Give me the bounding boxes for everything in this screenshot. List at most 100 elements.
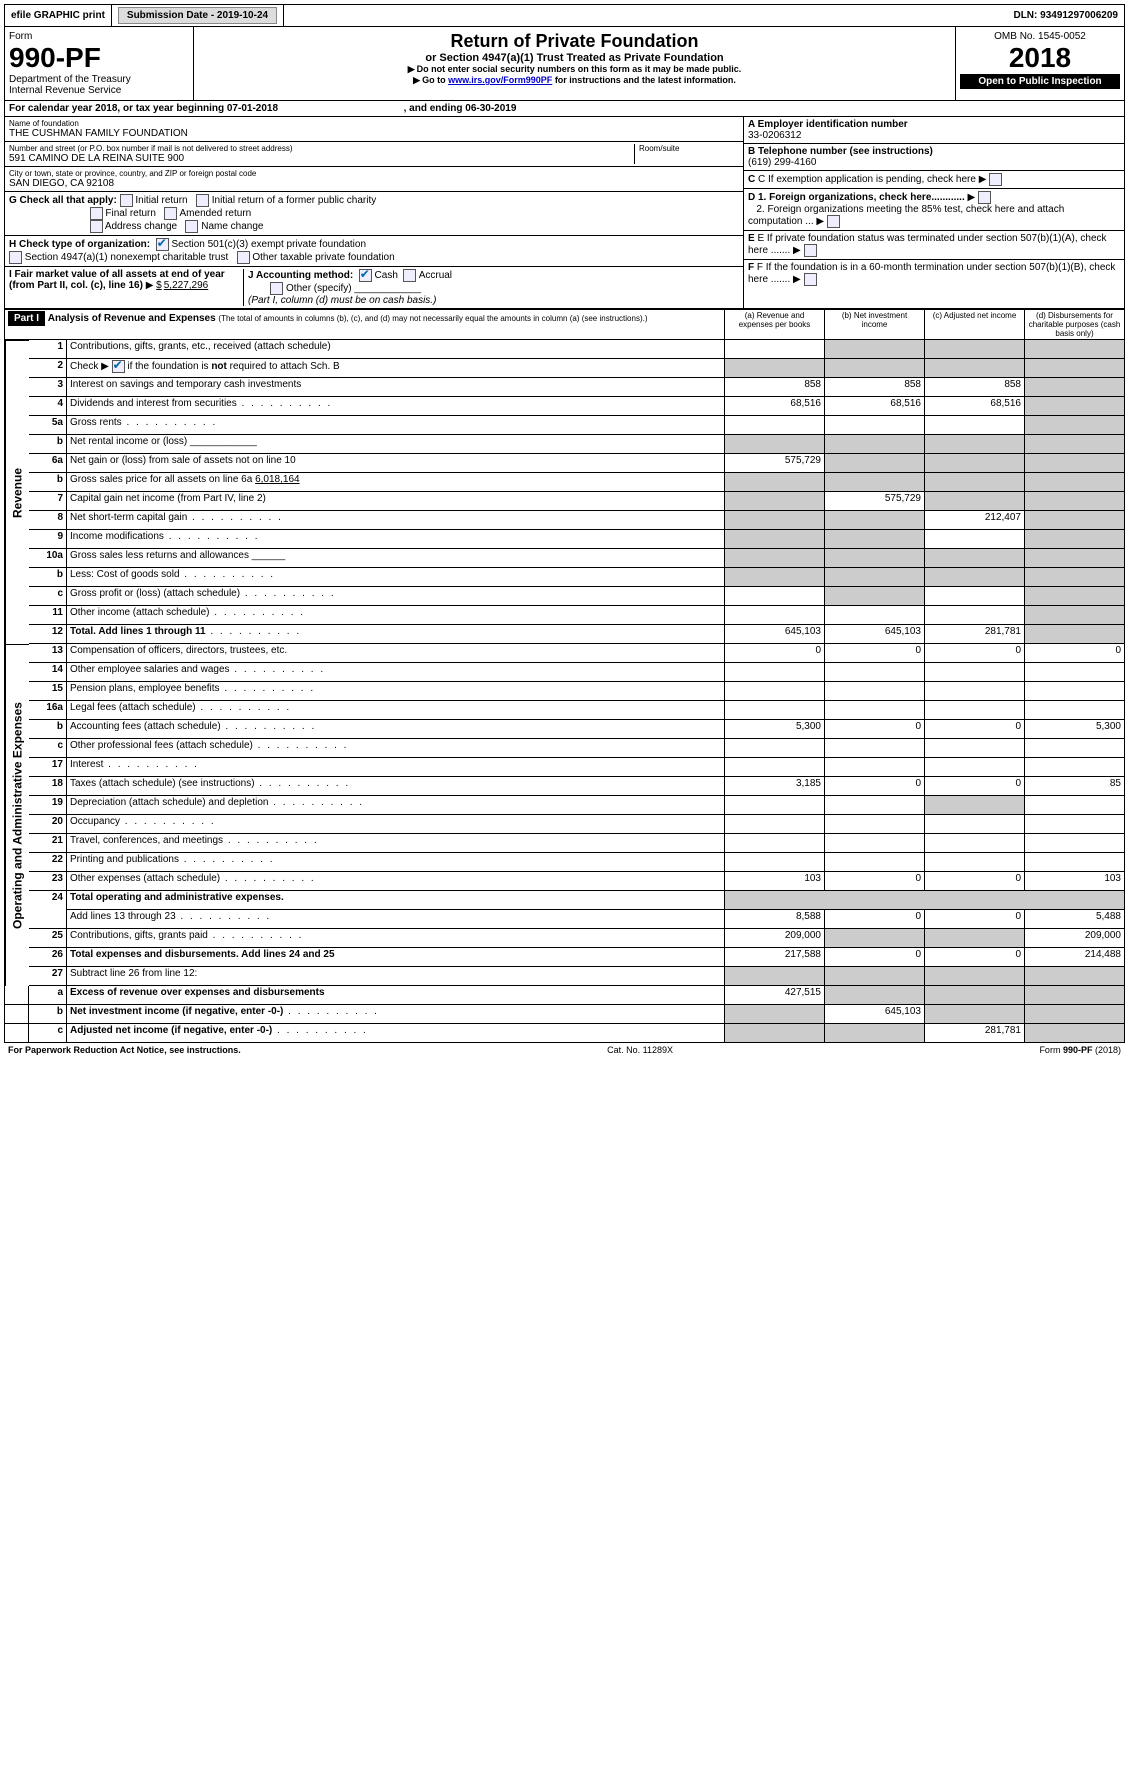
dept: Department of the Treasury [9, 74, 189, 85]
line-9: Income modifications [67, 530, 725, 549]
part1-badge: Part I [8, 311, 45, 326]
header-right: OMB No. 1545-0052 2018 Open to Public In… [956, 27, 1124, 100]
line-24: Total operating and administrative expen… [67, 891, 725, 910]
line-11: Other income (attach schedule) [67, 606, 725, 625]
line-27b: Net investment income (if negative, ente… [67, 1005, 725, 1024]
irs-link[interactable]: www.irs.gov/Form990PF [448, 75, 552, 85]
col-a: (a) Revenue and expenses per books [725, 309, 825, 340]
g-check: G Check all that apply: Initial return I… [5, 192, 743, 236]
cat-no: Cat. No. 11289X [607, 1045, 673, 1055]
line-27: Subtract line 26 from line 12: [67, 967, 725, 986]
info-left: Name of foundation THE CUSHMAN FAMILY FO… [5, 117, 743, 308]
f-block: F F If the foundation is in a 60-month t… [744, 260, 1124, 288]
dln: DLN: 93491297006209 [1007, 5, 1124, 26]
d1-check[interactable] [978, 191, 991, 204]
line-17: Interest [67, 758, 725, 777]
instr-2: Go to www.irs.gov/Form990PF for instruct… [198, 75, 951, 86]
form-number: 990-PF [9, 42, 189, 74]
line-20: Occupancy [67, 815, 725, 834]
line-16c: Other professional fees (attach schedule… [67, 739, 725, 758]
i-j-row: I Fair market value of all assets at end… [5, 267, 743, 308]
line-5a: Gross rents [67, 416, 725, 435]
name-change-check[interactable] [185, 220, 198, 233]
header-mid: Return of Private Foundation or Section … [194, 27, 956, 100]
line-21: Travel, conferences, and meetings [67, 834, 725, 853]
line-1: Contributions, gifts, grants, etc., rece… [67, 340, 725, 359]
h-check: H Check type of organization: Section 50… [5, 236, 743, 267]
revenue-label: Revenue [5, 340, 29, 644]
line-13: Compensation of officers, directors, tru… [67, 644, 725, 663]
line-22: Printing and publications [67, 853, 725, 872]
other-method-check[interactable] [270, 282, 283, 295]
line-3: Interest on savings and temporary cash i… [67, 378, 725, 397]
tax-year: 2018 [960, 42, 1120, 74]
line-4: Dividends and interest from securities [67, 397, 725, 416]
line-19: Depreciation (attach schedule) and deple… [67, 796, 725, 815]
line-10a: Gross sales less returns and allowances … [67, 549, 725, 568]
other-taxable-check[interactable] [237, 251, 250, 264]
form-ref: Form 990-PF (2018) [1039, 1045, 1121, 1055]
sch-b-check[interactable] [112, 360, 125, 373]
f-check[interactable] [804, 273, 817, 286]
c-block: C C If exemption application is pending,… [744, 171, 1124, 189]
line-7: Capital gain net income (from Part IV, l… [67, 492, 725, 511]
instr-1: Do not enter social security numbers on … [198, 64, 951, 75]
e-block: E E If private foundation status was ter… [744, 231, 1124, 260]
e-check[interactable] [804, 244, 817, 257]
form-subtitle: or Section 4947(a)(1) Trust Treated as P… [198, 52, 951, 64]
part1-title: Analysis of Revenue and Expenses [48, 313, 216, 324]
omb: OMB No. 1545-0052 [960, 31, 1120, 42]
cash-check[interactable] [359, 269, 372, 282]
amended-return-check[interactable] [164, 207, 177, 220]
city-row: City or town, state or province, country… [5, 167, 743, 192]
submission-date: Submission Date - 2019-10-24 [112, 5, 284, 26]
line-14: Other employee salaries and wages [67, 663, 725, 682]
info-block: Name of foundation THE CUSHMAN FAMILY FO… [4, 117, 1125, 309]
line-16b: Accounting fees (attach schedule) [67, 720, 725, 739]
line-5b: Net rental income or (loss) ____________ [67, 435, 725, 454]
line-24b: Add lines 13 through 23 [67, 910, 725, 929]
line-27a: Excess of revenue over expenses and disb… [67, 986, 725, 1005]
initial-public-charity-check[interactable] [196, 194, 209, 207]
line-26: Total expenses and disbursements. Add li… [67, 948, 725, 967]
line-2: Check ▶ if the foundation is not require… [67, 359, 725, 378]
accrual-check[interactable] [403, 269, 416, 282]
room-suite-label: Room/suite [639, 144, 739, 153]
form-title: Return of Private Foundation [198, 31, 951, 52]
part1-grid: Part I Analysis of Revenue and Expenses … [4, 309, 1125, 1043]
col-c: (c) Adjusted net income [925, 309, 1025, 340]
page-footer: For Paperwork Reduction Act Notice, see … [4, 1043, 1125, 1057]
foundation-name: Name of foundation THE CUSHMAN FAMILY FO… [5, 117, 743, 142]
info-right: A Employer identification number 33-0206… [743, 117, 1124, 308]
expenses-label: Operating and Administrative Expenses [5, 644, 29, 986]
line-10c: Gross profit or (loss) (attach schedule) [67, 587, 725, 606]
d2-check[interactable] [827, 215, 840, 228]
line-25: Contributions, gifts, grants paid [67, 929, 725, 948]
d-block: D 1. Foreign organizations, check here..… [744, 189, 1124, 231]
header-left: Form 990-PF Department of the Treasury I… [5, 27, 194, 100]
accounting-method-label: J Accounting method: [248, 270, 353, 281]
line-27c: Adjusted net income (if negative, enter … [67, 1024, 725, 1043]
form-word: Form [9, 31, 189, 42]
initial-return-check[interactable] [120, 194, 133, 207]
address-row: Number and street (or P.O. box number if… [5, 142, 743, 167]
form-header: Form 990-PF Department of the Treasury I… [4, 27, 1125, 101]
col-b: (b) Net investment income [825, 309, 925, 340]
line-12: Total. Add lines 1 through 11 [67, 625, 725, 644]
address-change-check[interactable] [90, 220, 103, 233]
phone-block: B Telephone number (see instructions) (6… [744, 144, 1124, 171]
c-check[interactable] [989, 173, 1002, 186]
period-begin: 07-01-2018 [227, 103, 278, 114]
efile-label: efile GRAPHIC print [5, 5, 112, 26]
final-return-check[interactable] [90, 207, 103, 220]
line-6a: Net gain or (loss) from sale of assets n… [67, 454, 725, 473]
4947-check[interactable] [9, 251, 22, 264]
paperwork-notice: For Paperwork Reduction Act Notice, see … [8, 1045, 241, 1055]
top-bar: efile GRAPHIC print Submission Date - 20… [4, 4, 1125, 27]
irs: Internal Revenue Service [9, 85, 189, 96]
line-16a: Legal fees (attach schedule) [67, 701, 725, 720]
501c3-check[interactable] [156, 238, 169, 251]
col-d: (d) Disbursements for charitable purpose… [1025, 309, 1125, 340]
line-23: Other expenses (attach schedule) [67, 872, 725, 891]
fmv-value: 5,227,296 [156, 280, 208, 291]
